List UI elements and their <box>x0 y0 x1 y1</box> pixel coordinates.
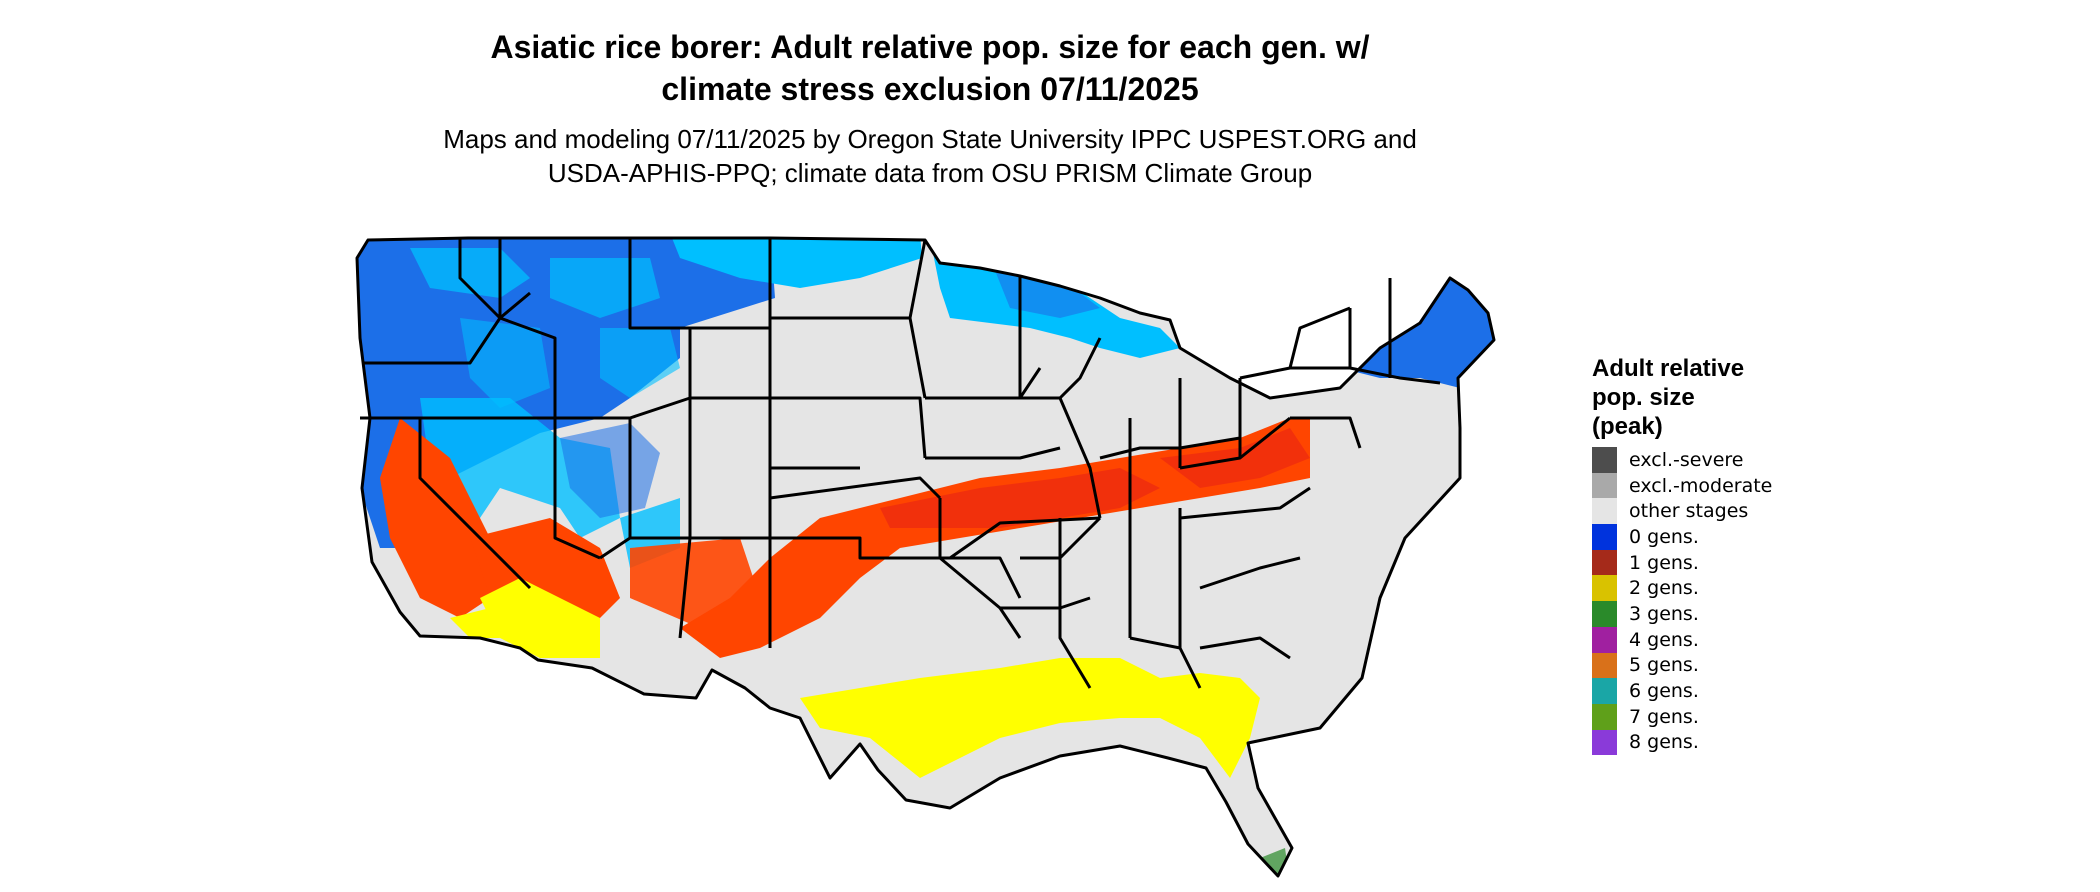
legend-swatch <box>1592 652 1617 679</box>
legend-swatch <box>1592 575 1617 602</box>
legend-item: 7 gens. <box>1592 703 1852 730</box>
legend-title-line-2: pop. size <box>1592 384 1695 411</box>
legend-item: 6 gens. <box>1592 678 1852 704</box>
map-subtitle: Maps and modeling 07/11/2025 by Oregon S… <box>0 122 1860 190</box>
legend-item: 0 gens. <box>1592 524 1852 550</box>
legend-item: excl.-severe <box>1592 447 1852 473</box>
legend-title-line-3: (peak) <box>1592 413 1663 440</box>
legend-label: 6 gens. <box>1629 680 1699 703</box>
legend-title: Adult relative pop. size (peak) <box>1592 354 1852 441</box>
legend-label: 4 gens. <box>1629 628 1699 651</box>
legend-item: 5 gens. <box>1592 652 1852 679</box>
us-map <box>355 236 1496 878</box>
map-title-line-2: climate stress exclusion 07/11/2025 <box>661 71 1199 107</box>
legend-label: 3 gens. <box>1629 602 1699 625</box>
legend-label: 7 gens. <box>1629 705 1699 728</box>
legend-label: 0 gens. <box>1629 525 1699 548</box>
legend-item: 4 gens. <box>1592 626 1852 653</box>
legend-label: excl.-severe <box>1629 448 1744 471</box>
legend-swatch <box>1592 601 1617 627</box>
legend: Adult relative pop. size (peak) excl.-se… <box>1592 354 1852 756</box>
map-subtitle-line-1: Maps and modeling 07/11/2025 by Oregon S… <box>443 124 1417 154</box>
legend-label: excl.-moderate <box>1629 474 1773 497</box>
legend-item: 3 gens. <box>1592 601 1852 627</box>
map-title: Asiatic rice borer: Adult relative pop. … <box>0 26 1860 110</box>
legend-swatch <box>1592 678 1617 704</box>
legend-swatch <box>1592 472 1617 499</box>
legend-swatch <box>1592 498 1617 525</box>
legend-label: 5 gens. <box>1629 654 1699 677</box>
legend-swatch <box>1592 703 1617 730</box>
legend-label: 1 gens. <box>1629 551 1699 574</box>
legend-swatch <box>1592 729 1617 756</box>
legend-items: excl.-severe excl.-moderate other stages 0 … <box>1592 447 1852 756</box>
legend-item: 8 gens. <box>1592 729 1852 756</box>
legend-swatch <box>1592 447 1617 473</box>
map-title-line-1: Asiatic rice borer: Adult relative pop. … <box>490 29 1370 65</box>
legend-label: 8 gens. <box>1629 731 1699 754</box>
legend-swatch <box>1592 626 1617 653</box>
legend-item: other stages <box>1592 498 1852 525</box>
legend-title-line-1: Adult relative <box>1592 355 1745 382</box>
legend-label: 2 gens. <box>1629 577 1699 600</box>
legend-swatch <box>1592 549 1617 576</box>
legend-item: 2 gens. <box>1592 575 1852 602</box>
legend-item: excl.-moderate <box>1592 472 1852 499</box>
legend-swatch <box>1592 524 1617 550</box>
legend-item: 1 gens. <box>1592 549 1852 576</box>
legend-label: other stages <box>1629 500 1749 523</box>
map-subtitle-line-2: USDA-APHIS-PPQ; climate data from OSU PR… <box>547 158 1313 188</box>
